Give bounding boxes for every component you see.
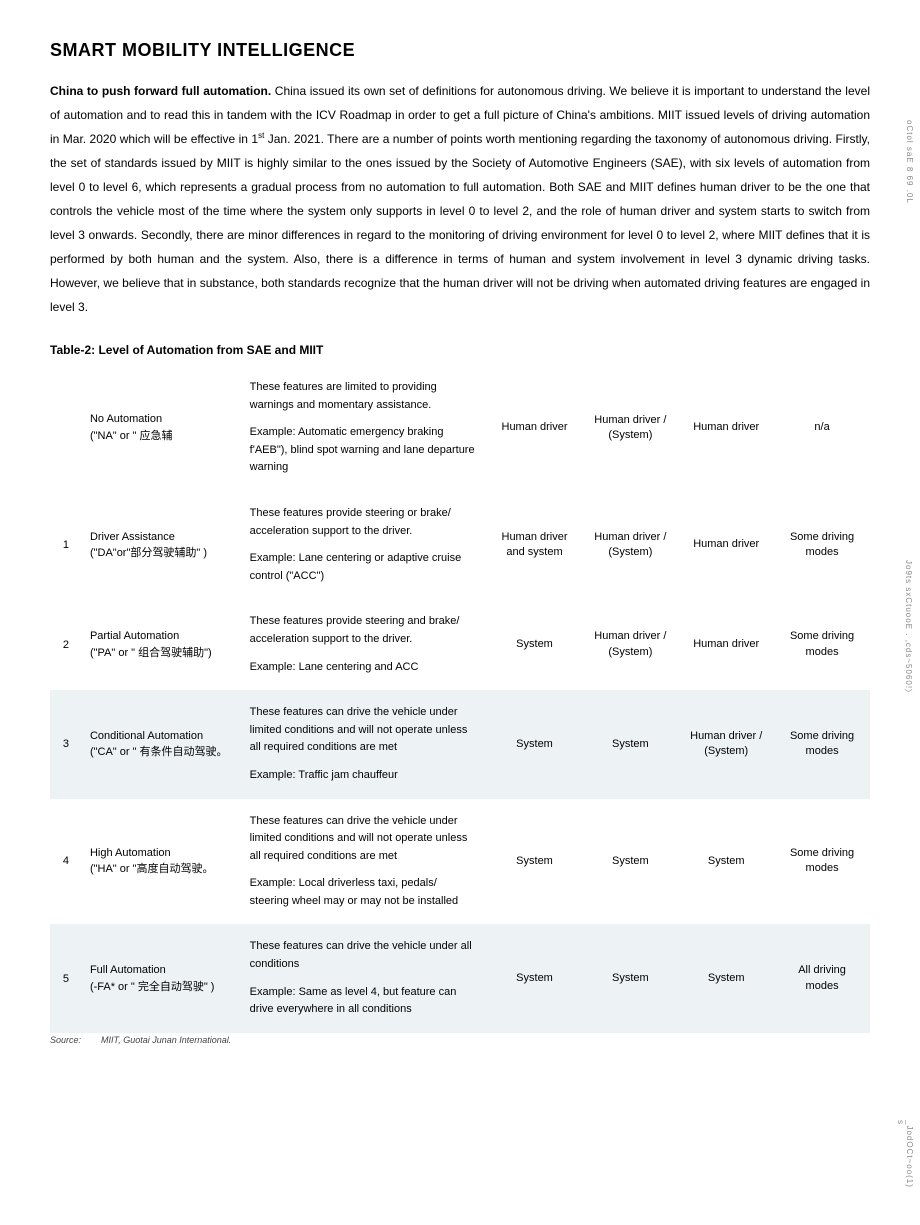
description-main: These features can drive the vehicle und… [250,938,479,973]
paragraph-lead: China to push forward full automation. [50,84,271,98]
level-cell: 2 [50,599,82,690]
table-row: 3Conditional Automation("CA" or " 有条件自动驾… [50,690,870,798]
body-paragraph: China to push forward full automation. C… [50,79,870,319]
attr-cell: System [487,799,583,925]
attr-cell: System [678,924,774,1032]
name-cell: Conditional Automation("CA" or " 有条件自动驾驶… [82,690,242,798]
description-cell: These features can drive the vehicle und… [242,924,487,1032]
attr-cell: System [582,924,678,1032]
attr-cell: Human driver [678,491,774,599]
automation-table: No Automation("NA" or " 应急辅These feature… [50,365,870,1033]
attr-cell: Some driving modes [774,799,870,925]
description-example: Example: Lane centering or adaptive crui… [250,552,462,582]
attr-cell: Some driving modes [774,690,870,798]
page-title: SMART MOBILITY INTELLIGENCE [50,40,870,61]
description-main: These features are limited to providing … [250,379,479,414]
name-cell: Full Automation(-FA* or " 完全自动驾驶" ) [82,924,242,1032]
attr-cell: System [678,799,774,925]
attr-cell: System [582,690,678,798]
description-main: These features provide steering and brak… [250,613,479,648]
attr-cell: Human driver / (System) [582,599,678,690]
description-example: Example: Lane centering and ACC [250,661,419,673]
name-cell: Partial Automation("PA" or " 组合驾驶辅助") [82,599,242,690]
source-text: MIIT, Guotai Junan International. [101,1035,231,1045]
description-main: These features can drive the vehicle und… [250,813,479,866]
attr-cell: Human driver [678,365,774,491]
paragraph-body-after: Jan. 2021. There are a number of points … [50,132,870,314]
description-cell: These features are limited to providing … [242,365,487,491]
attr-cell: Human driver and system [487,491,583,599]
source-label: Source: [50,1035,81,1045]
table-row: 4High Automation("HA" or "高度自动驾驶。These f… [50,799,870,925]
attr-cell: System [582,799,678,925]
table-row: 1Driver Assistance("DA"or"部分驾驶辅助" )These… [50,491,870,599]
description-cell: These features provide steering or brake… [242,491,487,599]
attr-cell: All driving modes [774,924,870,1032]
attr-cell: System [487,599,583,690]
description-cell: These features can drive the vehicle und… [242,690,487,798]
margin-note-1: oCtol saE 8 69 .0L [905,120,914,204]
name-cell: No Automation("NA" or " 应急辅 [82,365,242,491]
attr-cell: Human driver / (System) [582,365,678,491]
table-row: No Automation("NA" or " 应急辅These feature… [50,365,870,491]
margin-note-2: Jo9ts sxCtuooE . ,cds~5060!〉 [903,560,914,698]
table-source: Source: MIIT, Guotai Junan International… [50,1035,870,1045]
table-title: Table-2: Level of Automation from SAE an… [50,343,870,357]
attr-cell: n/a [774,365,870,491]
description-main: These features provide steering or brake… [250,505,479,540]
level-cell: 1 [50,491,82,599]
attr-cell: Some driving modes [774,491,870,599]
level-cell: 5 [50,924,82,1032]
level-cell: 3 [50,690,82,798]
level-cell: 4 [50,799,82,925]
description-example: Example: Same as level 4, but feature ca… [250,986,457,1016]
level-cell [50,365,82,491]
description-cell: These features provide steering and brak… [242,599,487,690]
description-cell: These features can drive the vehicle und… [242,799,487,925]
attr-cell: System [487,924,583,1032]
name-cell: High Automation("HA" or "高度自动驾驶。 [82,799,242,925]
attr-cell: Human driver [487,365,583,491]
margin-note-3: _JodOCt~oo(1) s [896,1120,914,1188]
table-row: 5Full Automation(-FA* or " 完全自动驾驶" )Thes… [50,924,870,1032]
table-row: 2Partial Automation("PA" or " 组合驾驶辅助")Th… [50,599,870,690]
attr-cell: Human driver / (System) [582,491,678,599]
attr-cell: Human driver / (System) [678,690,774,798]
description-main: These features can drive the vehicle und… [250,704,479,757]
attr-cell: System [487,690,583,798]
attr-cell: Human driver [678,599,774,690]
name-cell: Driver Assistance("DA"or"部分驾驶辅助" ) [82,491,242,599]
description-example: Example: Local driverless taxi, pedals/ … [250,877,459,907]
attr-cell: Some driving modes [774,599,870,690]
description-example: Example: Traffic jam chauffeur [250,769,398,781]
description-example: Example: Automatic emergency braking f'A… [250,426,475,473]
